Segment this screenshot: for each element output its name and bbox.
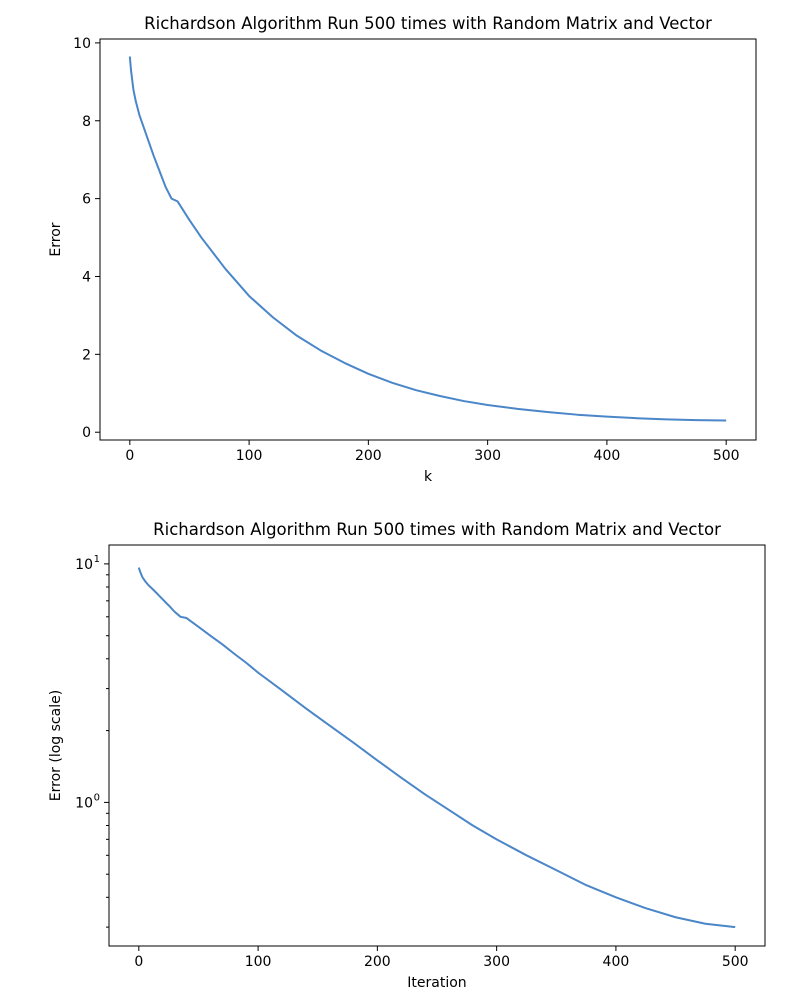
- x-tick-label: 300: [483, 954, 510, 970]
- y-tick-label: 2: [82, 347, 91, 363]
- y-tick-label: 8: [82, 114, 91, 130]
- x-tick-label: 0: [125, 448, 134, 464]
- x-tick-label: 400: [594, 448, 621, 464]
- x-tick-label: 500: [722, 954, 749, 970]
- chart-1: Richardson Algorithm Run 500 times with …: [48, 14, 757, 485]
- y-tick-label: 10: [75, 795, 93, 811]
- x-tick-label: 200: [355, 448, 382, 464]
- x-tick-label: 400: [603, 954, 630, 970]
- chart-title: Richardson Algorithm Run 500 times with …: [144, 14, 712, 33]
- x-tick-label: 100: [236, 448, 263, 464]
- error-series-line: [137, 567, 736, 929]
- y-axis-label: Error: [48, 222, 64, 256]
- error-series-line: [128, 56, 727, 422]
- x-tick-label: 500: [713, 448, 740, 464]
- y-tick-label: 10: [75, 557, 93, 573]
- y-axis-label: Error (log scale): [48, 690, 64, 801]
- y-tick-label: 0: [82, 425, 91, 441]
- x-tick-label: 200: [364, 954, 391, 970]
- x-axis-label: Iteration: [407, 975, 466, 991]
- y-tick-label: 6: [82, 192, 91, 208]
- x-tick-label: 100: [245, 954, 272, 970]
- x-tick-label: 0: [134, 954, 143, 970]
- y-tick-exponent: 1: [94, 554, 100, 565]
- x-axis-label: k: [424, 469, 433, 485]
- y-tick-exponent: 0: [94, 792, 100, 803]
- plot-frame: [108, 544, 766, 947]
- x-tick-label: 300: [474, 448, 501, 464]
- chart-2: Richardson Algorithm Run 500 times with …: [48, 520, 766, 991]
- y-tick-label: 4: [82, 269, 91, 285]
- plot-frame: [99, 38, 757, 441]
- y-tick-label: 10: [73, 36, 91, 52]
- chart-title: Richardson Algorithm Run 500 times with …: [153, 520, 721, 539]
